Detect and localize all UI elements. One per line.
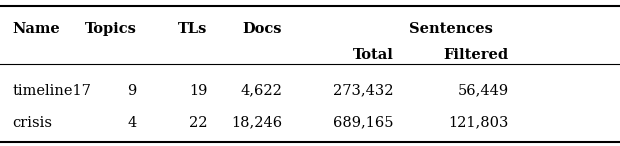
Text: 273,432: 273,432 — [333, 84, 394, 98]
Text: Topics: Topics — [84, 22, 136, 36]
Text: 18,246: 18,246 — [231, 116, 282, 130]
Text: TLs: TLs — [179, 22, 208, 36]
Text: timeline17: timeline17 — [12, 84, 91, 98]
Text: 689,165: 689,165 — [333, 116, 394, 130]
Text: 19: 19 — [189, 84, 208, 98]
Text: 22: 22 — [189, 116, 208, 130]
Text: crisis: crisis — [12, 116, 53, 130]
Text: 121,803: 121,803 — [448, 116, 508, 130]
Text: 4,622: 4,622 — [240, 84, 282, 98]
Text: Total: Total — [353, 48, 394, 62]
Text: 56,449: 56,449 — [458, 84, 508, 98]
Text: 9: 9 — [127, 84, 136, 98]
Text: Docs: Docs — [242, 22, 282, 36]
Text: Name: Name — [12, 22, 60, 36]
Text: 4: 4 — [127, 116, 136, 130]
Text: Sentences: Sentences — [409, 22, 494, 36]
Text: Filtered: Filtered — [443, 48, 508, 62]
